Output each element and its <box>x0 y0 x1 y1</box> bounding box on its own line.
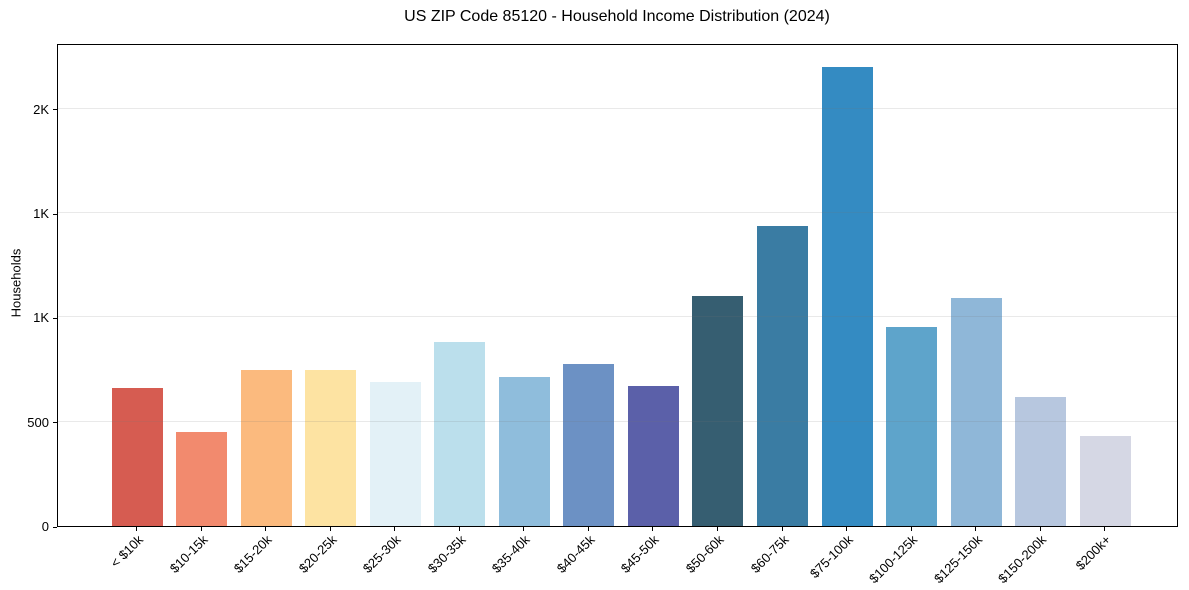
y-tick-label: 2K <box>33 101 49 117</box>
x-tick-mark <box>458 527 460 531</box>
x-tick-label: $60-75k <box>747 532 792 576</box>
x-tick-label: $150-200k <box>995 532 1050 587</box>
y-tick-label: 0 <box>41 519 49 534</box>
gridline <box>58 316 1177 318</box>
x-tick-mark <box>523 527 525 531</box>
x-tick-mark <box>200 527 202 531</box>
bar <box>305 369 357 526</box>
bar <box>950 297 1002 526</box>
plot-area <box>57 44 1178 527</box>
x-tick-label: $35-40k <box>489 532 533 576</box>
x-tick-label: $75-100k <box>806 532 856 581</box>
x-tick-label: $25-30k <box>359 532 404 576</box>
x-tick-label: $45-50k <box>618 532 663 576</box>
x-tick-mark <box>329 527 331 531</box>
y-tick-label: 1K <box>33 206 49 221</box>
bar <box>563 364 615 526</box>
bar <box>886 326 938 526</box>
gridline <box>58 420 1177 422</box>
x-tick-mark <box>394 527 396 531</box>
bar <box>1015 396 1067 526</box>
y-axis-title: Households <box>8 248 24 318</box>
x-tick-mark <box>587 527 589 531</box>
x-tick-label: $10-15k <box>166 532 211 576</box>
x-tick-mark <box>910 527 912 531</box>
bar <box>692 295 744 526</box>
x-tick-mark <box>652 527 654 531</box>
x-tick-label: $200k+ <box>1072 532 1114 574</box>
x-tick-label: $100-125k <box>866 532 921 587</box>
x-tick-label: $40-45k <box>553 532 598 576</box>
gridline <box>58 212 1177 213</box>
x-tick-mark <box>1104 527 1106 531</box>
bar <box>176 432 228 526</box>
bar <box>240 369 292 526</box>
x-tick-label: $125-150k <box>930 532 985 587</box>
x-tick-mark <box>1039 527 1041 531</box>
x-tick-label: $15-20k <box>230 532 275 576</box>
x-tick-label: $50-60k <box>682 532 727 576</box>
y-tick-label: 1K <box>33 310 49 326</box>
y-tick-mark <box>53 526 57 528</box>
bar <box>434 342 486 526</box>
x-tick-label: < $10k <box>107 532 146 571</box>
y-tick-mark <box>53 109 57 111</box>
y-tick-mark <box>53 317 57 319</box>
x-tick-mark <box>781 527 783 531</box>
x-tick-mark <box>716 527 718 531</box>
x-tick-mark <box>846 527 847 531</box>
y-tick-mark <box>53 213 57 215</box>
x-tick-label: $30-35k <box>424 532 469 576</box>
bar <box>111 388 163 526</box>
bar <box>369 382 421 526</box>
y-tick-label: 500 <box>27 414 49 430</box>
x-tick-mark <box>136 527 137 531</box>
x-tick-mark <box>265 527 267 531</box>
chart-title: US ZIP Code 85120 - Household Income Dis… <box>404 8 830 25</box>
bar <box>627 386 679 526</box>
bar <box>1079 436 1131 526</box>
y-tick-mark <box>53 422 57 424</box>
x-tick-label: $20-25k <box>295 532 340 576</box>
bar <box>821 67 873 526</box>
gridline <box>58 107 1177 109</box>
bar <box>757 225 808 526</box>
bar <box>498 376 550 526</box>
x-tick-mark <box>975 527 977 531</box>
